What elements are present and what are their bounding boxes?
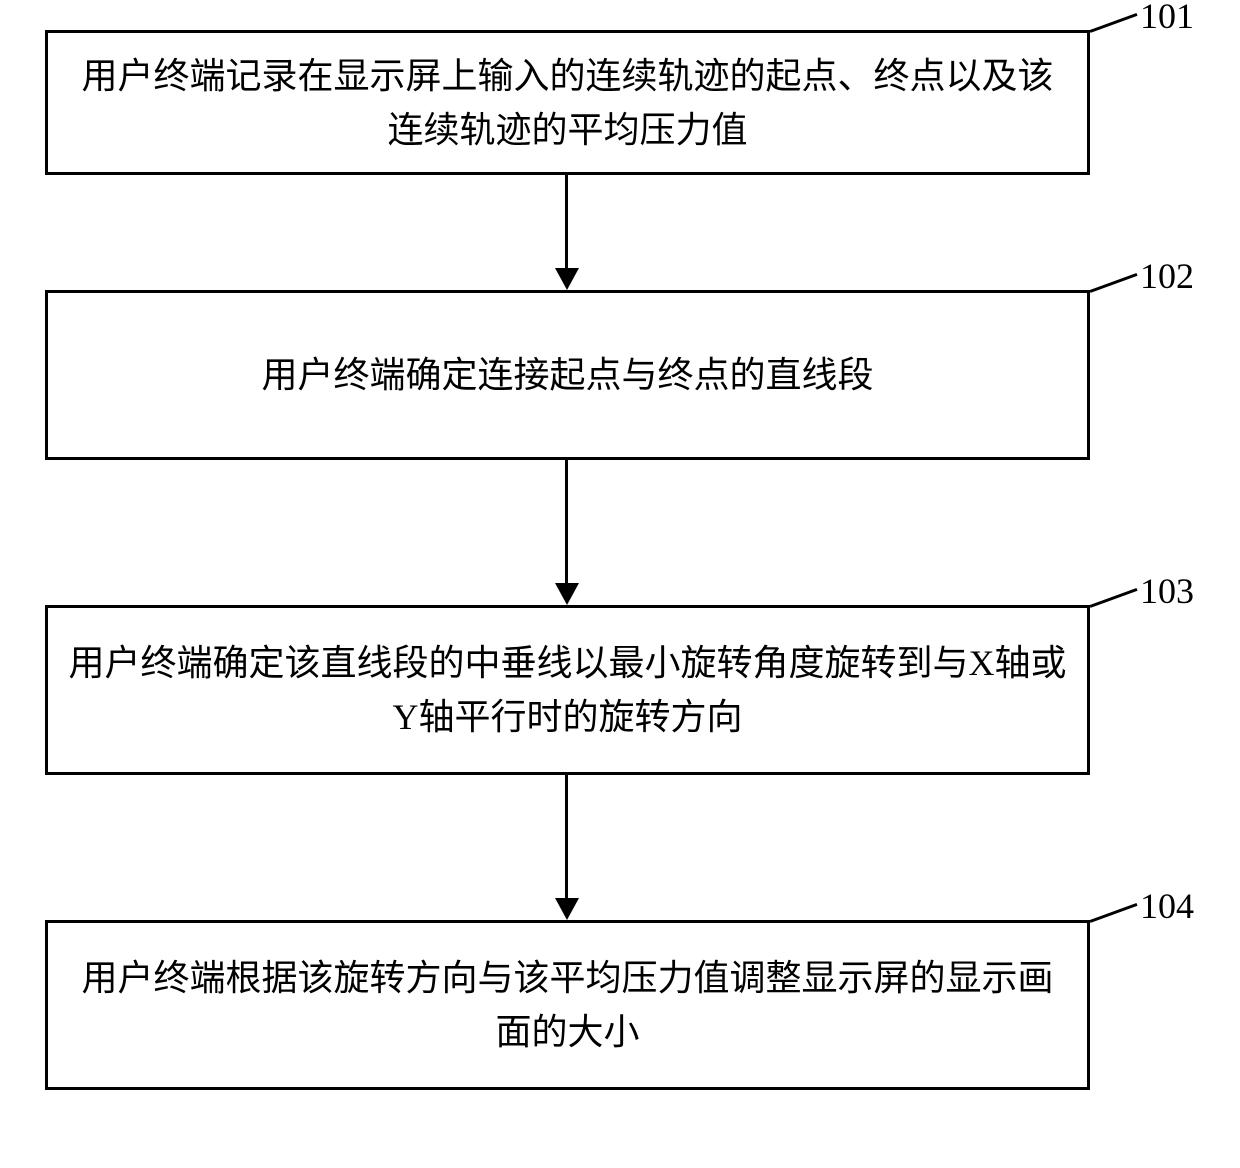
flow-step-2-text: 用户终端确定连接起点与终点的直线段 bbox=[261, 348, 873, 402]
flowchart-container: 用户终端记录在显示屏上输入的连续轨迹的起点、终点以及该连续轨迹的平均压力值 10… bbox=[0, 0, 1240, 1168]
flow-step-4-text: 用户终端根据该旋转方向与该平均压力值调整显示屏的显示画面的大小 bbox=[68, 951, 1067, 1059]
flow-step-1: 用户终端记录在显示屏上输入的连续轨迹的起点、终点以及该连续轨迹的平均压力值 bbox=[45, 30, 1090, 175]
flow-step-1-text: 用户终端记录在显示屏上输入的连续轨迹的起点、终点以及该连续轨迹的平均压力值 bbox=[68, 49, 1067, 157]
step-label-3: 103 bbox=[1140, 570, 1194, 612]
flow-step-4: 用户终端根据该旋转方向与该平均压力值调整显示屏的显示画面的大小 bbox=[45, 920, 1090, 1090]
label-connector-3 bbox=[1089, 588, 1137, 608]
flow-step-3: 用户终端确定该直线段的中垂线以最小旋转角度旋转到与X轴或Y轴平行时的旋转方向 bbox=[45, 605, 1090, 775]
label-connector-2 bbox=[1089, 273, 1137, 293]
flow-step-2: 用户终端确定连接起点与终点的直线段 bbox=[45, 290, 1090, 460]
label-connector-4 bbox=[1089, 903, 1137, 923]
step-label-4: 104 bbox=[1140, 885, 1194, 927]
step-label-1: 101 bbox=[1140, 0, 1194, 37]
step-label-2: 102 bbox=[1140, 255, 1194, 297]
label-connector-1 bbox=[1089, 13, 1137, 33]
flow-step-3-text: 用户终端确定该直线段的中垂线以最小旋转角度旋转到与X轴或Y轴平行时的旋转方向 bbox=[68, 636, 1067, 744]
